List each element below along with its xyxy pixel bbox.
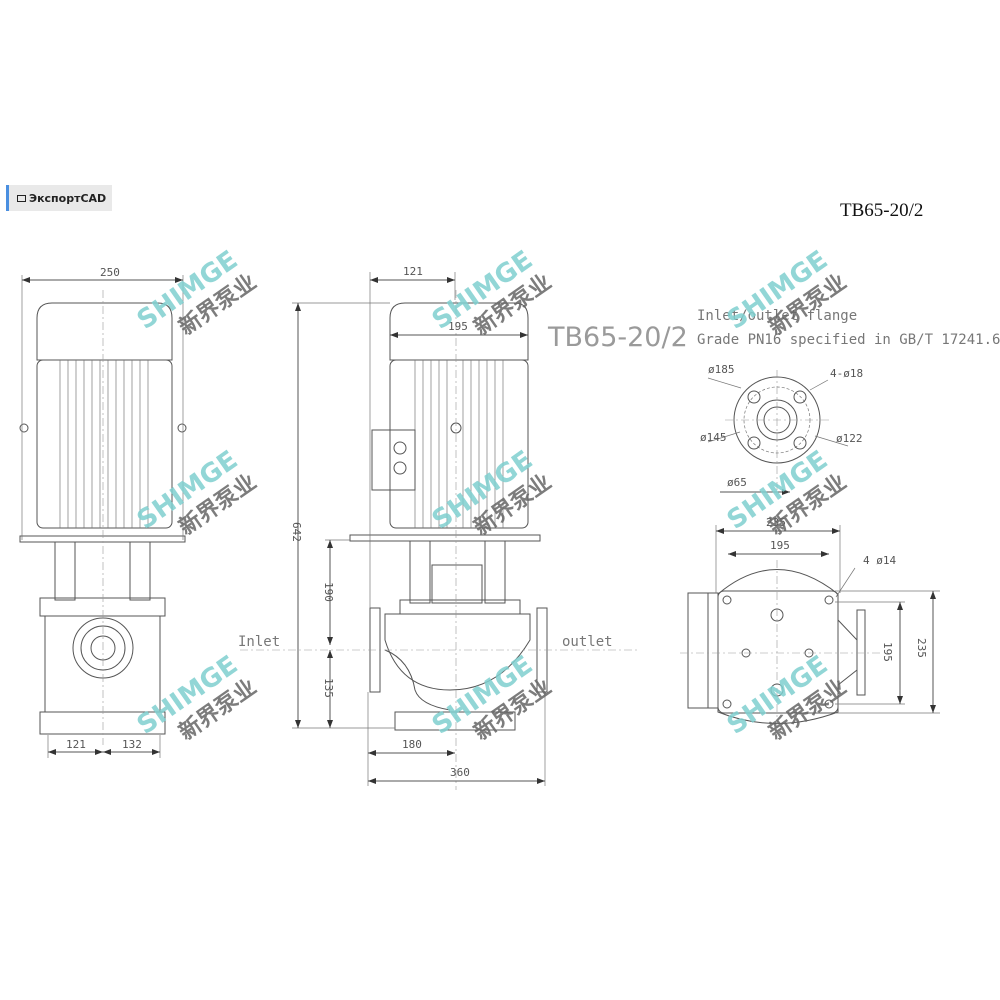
model-title: TB65-20/2 xyxy=(840,200,923,221)
dim-180: 180 xyxy=(402,738,422,751)
dim-121-front: 121 xyxy=(403,265,423,278)
flange-note-line2: Grade PN16 specified in GB/T 17241.6 xyxy=(697,332,1000,348)
base-w195: 195 xyxy=(770,539,790,552)
base-holes: 4 ø14 xyxy=(863,554,896,567)
outlet-label: outlet xyxy=(562,634,613,650)
flange-note-line1: Inlet/outlet flange xyxy=(697,308,857,324)
flange-d145: ø145 xyxy=(700,431,727,444)
flange-d122: ø122 xyxy=(836,432,863,445)
base-w235: 235 xyxy=(766,516,786,529)
dim-250: 250 xyxy=(100,266,120,279)
dim-135: 135 xyxy=(322,678,335,698)
flange-holes: 4-ø18 xyxy=(830,367,863,380)
dim-132: 132 xyxy=(122,738,142,751)
dim-190: 190 xyxy=(322,582,335,602)
dim-360: 360 xyxy=(450,766,470,779)
model-label-large: TB65-20/2 xyxy=(547,322,688,353)
flange-d185: ø185 xyxy=(708,363,735,376)
dim-642: 642 xyxy=(290,522,303,542)
base-view: 235 195 4 ø14 195 235 xyxy=(680,516,940,730)
base-h195: 195 xyxy=(881,642,894,662)
export-cad-button[interactable]: ЭкспортCAD xyxy=(6,185,112,211)
dim-121: 121 xyxy=(66,738,86,751)
export-cad-label: ЭкспортCAD xyxy=(29,191,107,205)
front-view: Inlet outlet 121 195 642 190 135 180 360 xyxy=(238,265,640,790)
flange-d65: ø65 xyxy=(727,476,747,489)
image-icon xyxy=(17,194,26,202)
base-h235: 235 xyxy=(915,638,928,658)
dim-195-front: 195 xyxy=(448,320,468,333)
flange-view: ø185 4-ø18 ø145 ø122 ø65 xyxy=(700,363,863,495)
inlet-label: Inlet xyxy=(238,634,280,650)
side-view: 250 121 132 xyxy=(19,266,187,758)
